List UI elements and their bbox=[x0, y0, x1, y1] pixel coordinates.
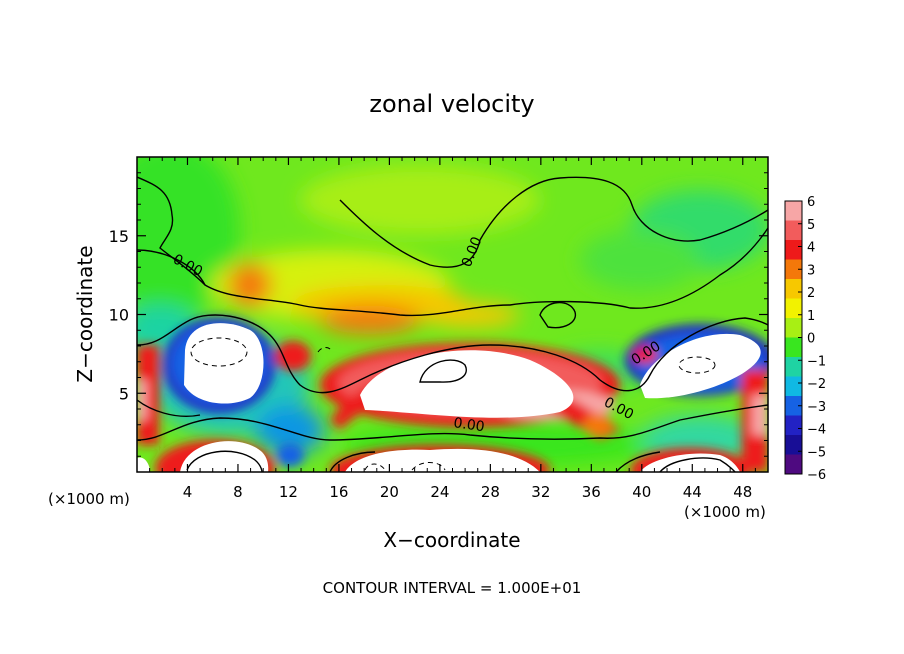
contour-label-group: 0.00 0.00 0.00 0.00 0.00 bbox=[170, 235, 663, 436]
colorbar-swatch bbox=[785, 435, 802, 455]
x-unit-label: (×1000 m) bbox=[684, 503, 766, 521]
colorbar-swatch bbox=[785, 376, 802, 397]
dashed-contours bbox=[190, 337, 716, 471]
contour-interval-note: CONTOUR INTERVAL = 1.000E+01 bbox=[323, 579, 582, 597]
colorbar-label: 6 bbox=[807, 195, 815, 210]
colorbar-label: −5 bbox=[807, 445, 826, 460]
colorbar-swatch bbox=[785, 337, 802, 358]
colorbar: 6 5 4 3 2 1 0 −1 −2 −3 −4 −5 −6 bbox=[784, 195, 826, 483]
y-axis-title: Z−coordinate bbox=[73, 245, 97, 382]
y-tick-label: 5 bbox=[119, 384, 129, 403]
colorbar-label: 1 bbox=[807, 309, 815, 324]
colorbar-swatch bbox=[785, 259, 802, 280]
contour-label: 0.00 bbox=[452, 415, 485, 435]
colorbar-label: 5 bbox=[807, 218, 815, 233]
colorbar-swatch bbox=[785, 279, 802, 299]
velocity-field bbox=[137, 157, 768, 472]
x-tick-label: 48 bbox=[733, 483, 752, 501]
contour-lines bbox=[137, 176, 768, 472]
y-tick-label: 10 bbox=[109, 306, 129, 325]
colorbar-label: −3 bbox=[807, 400, 826, 415]
colorbar-label: 0 bbox=[807, 332, 815, 347]
chart-title: zonal velocity bbox=[369, 90, 534, 118]
colorbar-label: 2 bbox=[807, 286, 815, 301]
colorbar-swatch bbox=[785, 454, 802, 475]
x-tick-label: 16 bbox=[329, 483, 348, 501]
colorbar-label: −1 bbox=[807, 354, 826, 369]
colorbar-swatch bbox=[785, 201, 802, 221]
x-tick-label: 8 bbox=[233, 483, 243, 501]
x-tick-label: 20 bbox=[380, 483, 399, 501]
colorbar-label: −4 bbox=[807, 423, 826, 438]
colorbar-swatch bbox=[785, 220, 802, 241]
x-tick-label: 12 bbox=[279, 483, 298, 501]
colorbar-swatch bbox=[785, 357, 802, 377]
z-unit-label: (×1000 m) bbox=[48, 490, 130, 508]
x-tick-label: 36 bbox=[582, 483, 601, 501]
colorbar-swatch bbox=[785, 318, 802, 338]
x-tick-label: 4 bbox=[183, 483, 193, 501]
x-tick-label: 44 bbox=[683, 483, 702, 501]
x-tick-label: 40 bbox=[632, 483, 651, 501]
x-tick-label: 24 bbox=[430, 483, 449, 501]
x-tick-label: 32 bbox=[531, 483, 550, 501]
x-axis-title: X−coordinate bbox=[383, 528, 520, 552]
colorbar-label: −2 bbox=[807, 377, 826, 392]
colorbar-label: −6 bbox=[807, 468, 826, 483]
colorbar-label: 3 bbox=[807, 263, 815, 278]
y-tick-label: 15 bbox=[109, 227, 129, 246]
y-axis-ticks: 5 10 15 bbox=[109, 172, 768, 457]
colorbar-swatch bbox=[785, 298, 802, 319]
colorbar-swatch bbox=[785, 240, 802, 260]
colorbar-swatch bbox=[785, 415, 802, 436]
x-tick-label: 28 bbox=[481, 483, 500, 501]
x-axis-ticks: 4 8 12 16 20 24 28 32 36 40 44 48 bbox=[149, 157, 756, 501]
colorbar-label: 4 bbox=[807, 241, 815, 256]
colorbar-swatch bbox=[785, 396, 802, 416]
